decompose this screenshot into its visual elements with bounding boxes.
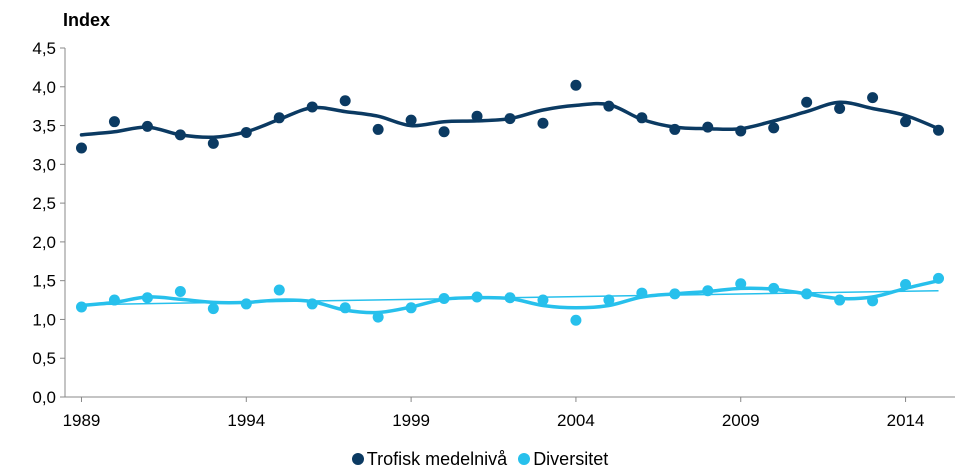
point-trophic <box>75 142 87 154</box>
y-tick-label: 4,0 <box>32 78 56 97</box>
y-tick-label: 1,5 <box>32 272 56 291</box>
point-trophic <box>669 123 681 135</box>
y-tick-label: 1,0 <box>32 310 56 329</box>
point-diversity <box>174 286 186 298</box>
point-trophic <box>405 114 417 126</box>
series-lines <box>79 100 941 315</box>
point-diversity <box>339 302 351 314</box>
point-diversity <box>537 294 549 306</box>
series-points <box>75 79 945 326</box>
point-diversity <box>801 288 813 300</box>
point-trophic <box>537 117 549 129</box>
legend-item-diversity: Diversitet <box>518 449 608 470</box>
point-trophic <box>636 112 648 124</box>
x-tick-label: 2009 <box>722 411 760 430</box>
point-trophic <box>900 116 912 128</box>
point-diversity <box>834 294 846 306</box>
point-diversity <box>75 301 87 313</box>
y-tick-label: 2,0 <box>32 233 56 252</box>
point-diversity <box>504 292 516 304</box>
legend-item-trophic: Trofisk medelnivå <box>351 449 508 470</box>
point-diversity <box>900 279 912 291</box>
point-trophic <box>867 92 879 104</box>
point-diversity <box>471 291 483 303</box>
point-diversity <box>240 298 252 310</box>
point-diversity <box>405 302 417 314</box>
legend-label-diversity: Diversitet <box>533 449 609 469</box>
point-trophic <box>273 112 285 124</box>
y-tick-label: 3,0 <box>32 155 56 174</box>
point-trophic <box>702 121 714 133</box>
point-diversity <box>108 294 120 306</box>
point-diversity <box>603 294 615 306</box>
y-tick-label: 0,5 <box>32 349 56 368</box>
point-diversity <box>141 292 153 304</box>
point-trophic <box>471 110 483 122</box>
point-diversity <box>933 272 945 284</box>
point-trophic <box>240 127 252 139</box>
legend-marker-diversity <box>518 453 531 466</box>
x-tick-label: 1989 <box>63 411 101 430</box>
point-diversity <box>570 314 582 326</box>
x-tick-label: 2014 <box>887 411 925 430</box>
y-tick-label: 2,5 <box>32 194 56 213</box>
point-diversity <box>438 293 450 305</box>
point-trophic <box>108 116 120 128</box>
point-trophic <box>735 125 747 137</box>
y-tick-label: 0,0 <box>32 388 56 407</box>
point-trophic <box>570 79 582 91</box>
x-tick-label: 1994 <box>227 411 265 430</box>
y-tick-label: 4,5 <box>32 39 56 58</box>
x-tick-label: 1999 <box>392 411 430 430</box>
point-diversity <box>372 311 384 323</box>
point-diversity <box>306 298 318 310</box>
point-trophic <box>438 126 450 138</box>
y-tick-label: 3,5 <box>32 117 56 136</box>
point-diversity <box>768 282 780 294</box>
point-trophic <box>306 101 318 113</box>
axes <box>64 48 955 398</box>
point-trophic <box>339 95 351 107</box>
point-diversity <box>669 288 681 300</box>
point-trophic <box>768 122 780 134</box>
legend: Trofisk medelnivå Diversitet <box>0 449 960 470</box>
point-trophic <box>933 124 945 136</box>
point-diversity <box>702 285 714 297</box>
y-axis-unit-label: Index <box>63 10 110 30</box>
x-tick-label: 2004 <box>557 411 595 430</box>
point-trophic <box>504 113 516 125</box>
point-trophic <box>834 102 846 114</box>
legend-label-trophic: Trofisk medelnivå <box>366 449 508 469</box>
point-trophic <box>603 100 615 112</box>
point-trophic <box>372 123 384 135</box>
legend-marker-trophic <box>351 453 364 466</box>
point-diversity <box>636 287 648 299</box>
point-trophic <box>207 137 219 149</box>
point-trophic <box>174 129 186 141</box>
point-diversity <box>273 284 285 296</box>
point-trophic <box>141 120 153 132</box>
point-diversity <box>735 278 747 290</box>
point-trophic <box>801 96 813 108</box>
ticks: 0,0 0,5 1,0 1,5 2,0 2,5 3,0 3,5 4,0 4,5 1989 1994 19… <box>32 39 924 430</box>
point-diversity <box>867 295 879 307</box>
point-diversity <box>207 303 219 315</box>
